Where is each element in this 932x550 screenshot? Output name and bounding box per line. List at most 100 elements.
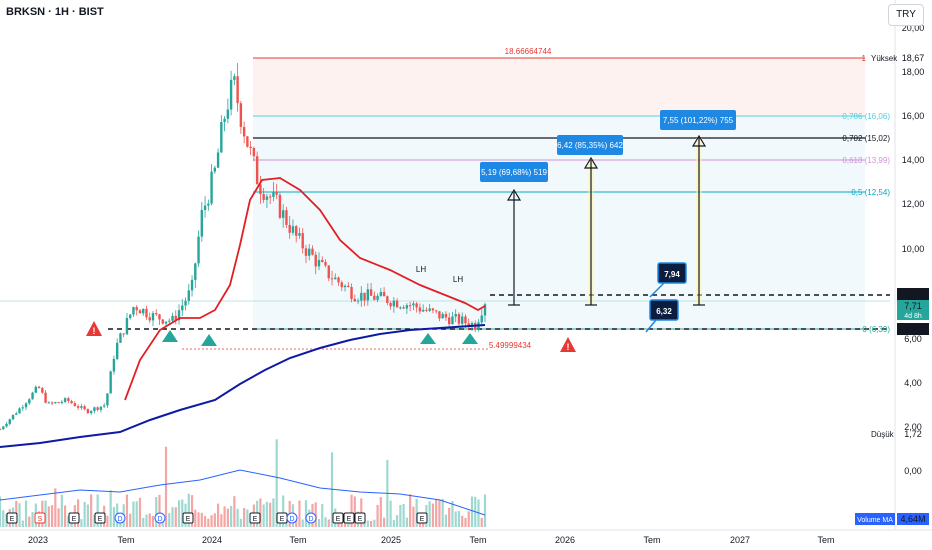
- candle-body: [444, 313, 448, 318]
- target-box-2[interactable]: 6,42 (85,35%) 642: [557, 135, 623, 155]
- volume-bar: [80, 519, 83, 527]
- callout-top[interactable]: 7,94: [649, 262, 687, 298]
- target-1-label: 5,19 (69,68%) 519: [481, 168, 547, 177]
- volume-moving-average: [0, 469, 486, 516]
- target-box-3[interactable]: 7,55 (101,22%) 755: [660, 110, 736, 130]
- warning-icon[interactable]: !: [560, 337, 576, 352]
- callout-bottom[interactable]: 6,32: [645, 299, 679, 333]
- candle-body: [76, 406, 80, 408]
- volume-bar: [2, 510, 5, 527]
- earnings-marker[interactable]: E: [343, 512, 355, 524]
- lh-label-1: LH: [416, 265, 426, 274]
- candle-body: [454, 314, 457, 317]
- candle-body: [138, 310, 142, 314]
- candle-body: [304, 248, 308, 256]
- candle-body: [421, 309, 425, 312]
- candle-body: [171, 315, 174, 321]
- candle-body: [177, 310, 181, 321]
- candle-body: [321, 259, 324, 262]
- fib-0-label: 0 (6,39): [862, 325, 890, 334]
- buy-signal-icon[interactable]: [201, 334, 217, 346]
- volume-bar: [295, 520, 298, 527]
- candle-body: [80, 406, 83, 408]
- earnings-marker[interactable]: E: [249, 512, 261, 524]
- volume-bar: [142, 517, 145, 527]
- volume-bar: [138, 497, 142, 527]
- volume-bar: [278, 520, 282, 527]
- target-2-label: 6,42 (85,35%) 642: [557, 141, 623, 150]
- y-tick-label: 2,00: [904, 422, 922, 432]
- volume-bar: [428, 501, 431, 527]
- y-tick-label: 0,00: [904, 466, 922, 476]
- earnings-marker[interactable]: S: [34, 512, 46, 524]
- candle-body: [155, 313, 158, 315]
- volume-bar: [207, 518, 210, 527]
- earnings-marker[interactable]: D: [305, 512, 317, 524]
- earnings-marker[interactable]: E: [182, 512, 194, 524]
- bottom-line-label: 5.49999434: [489, 341, 532, 350]
- volume-bar: [230, 505, 233, 527]
- earnings-marker[interactable]: E: [416, 512, 428, 524]
- volume-bar: [239, 518, 242, 527]
- volume-bar: [21, 520, 24, 527]
- candle-body: [281, 210, 285, 218]
- candle-body: [483, 304, 487, 316]
- svg-text:E: E: [347, 516, 352, 523]
- x-tick-label: Tem: [643, 535, 660, 545]
- candle-body: [389, 303, 392, 307]
- candle-body: [340, 282, 343, 288]
- volume-bar: [321, 504, 324, 527]
- candle-body: [461, 316, 464, 324]
- volume-bar: [24, 500, 28, 527]
- volume-bar: [181, 499, 184, 527]
- candle-body: [102, 405, 106, 407]
- x-tick-label: 2023: [28, 535, 48, 545]
- candle-body: [164, 321, 168, 324]
- earnings-marker[interactable]: E: [94, 512, 106, 524]
- earnings-marker[interactable]: D: [114, 512, 126, 524]
- x-tick-label: 2024: [202, 535, 222, 545]
- candle-body: [412, 303, 415, 306]
- volume-bar: [369, 520, 373, 527]
- candle-body: [106, 393, 109, 406]
- earnings-marker[interactable]: E: [332, 512, 344, 524]
- earnings-marker[interactable]: D: [286, 512, 298, 524]
- buy-signal-icon[interactable]: [420, 333, 436, 344]
- earnings-marker[interactable]: E: [6, 512, 18, 524]
- volume-bar: [223, 506, 226, 527]
- candle-body: [187, 290, 190, 301]
- candle-body: [96, 407, 99, 410]
- currency-button[interactable]: TRY: [888, 4, 924, 26]
- candle-body: [207, 203, 210, 206]
- candle-body: [327, 265, 330, 279]
- candle-body: [125, 318, 129, 335]
- earnings-marker[interactable]: E: [276, 512, 288, 524]
- svg-text:!: !: [93, 326, 96, 336]
- symbol-header[interactable]: BRKSN · 1H · BIST: [6, 6, 104, 18]
- volume-bar: [376, 504, 379, 527]
- callout-bottom-label: 6,32: [656, 307, 672, 316]
- candle-body: [229, 79, 233, 110]
- target-box-1[interactable]: 5,19 (69,68%) 519: [480, 162, 548, 182]
- candle-body: [8, 419, 11, 424]
- candle-body: [99, 406, 103, 410]
- buy-signal-icon[interactable]: [162, 330, 178, 342]
- candle-body: [356, 300, 360, 302]
- earnings-marker[interactable]: E: [354, 512, 366, 524]
- candle-body: [366, 289, 370, 301]
- volume-bar: [18, 503, 21, 527]
- volume-bar: [457, 511, 461, 527]
- candle-body: [373, 295, 376, 300]
- volume-bar: [106, 515, 109, 527]
- buy-signal-icon[interactable]: [462, 333, 478, 344]
- warning-icon[interactable]: !: [86, 321, 102, 336]
- candle-body: [174, 315, 177, 321]
- candle-body: [347, 285, 350, 287]
- earnings-marker[interactable]: D: [154, 512, 166, 524]
- volume-bar: [405, 517, 408, 527]
- earnings-marker[interactable]: E: [68, 512, 80, 524]
- candle-body: [434, 310, 438, 312]
- candle-body: [343, 285, 347, 288]
- candle-body: [395, 300, 399, 308]
